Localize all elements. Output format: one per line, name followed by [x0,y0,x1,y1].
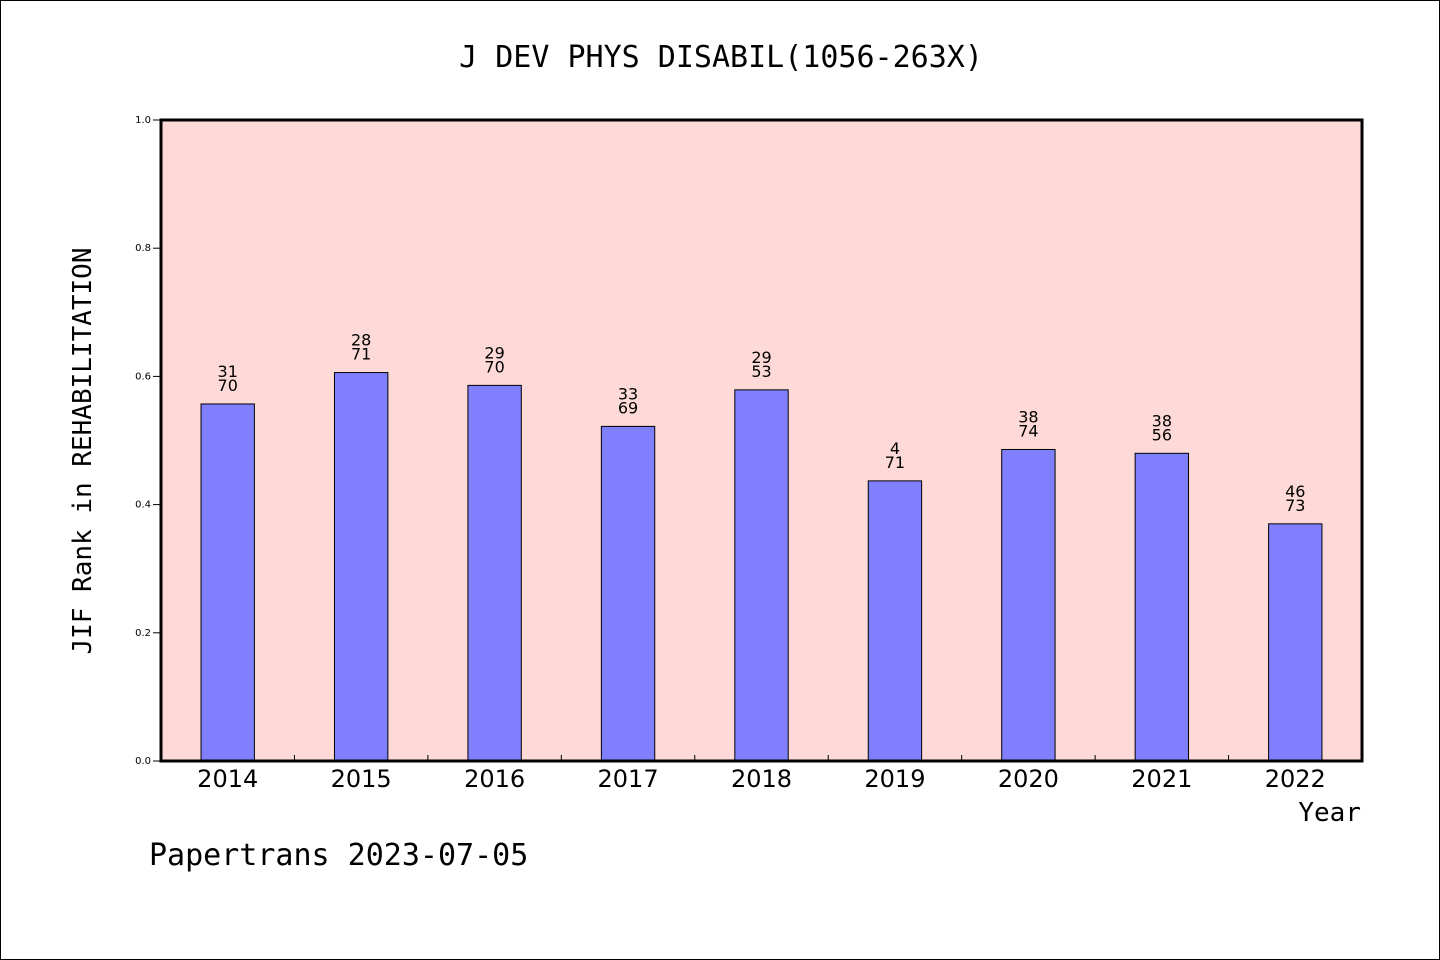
bar-label-total: 71 [351,345,371,364]
bar [467,384,522,762]
bar-label-total: 56 [1152,425,1172,444]
y-tick-label: 1.0 [135,115,151,126]
bar-label-rank: 38 [1152,411,1172,430]
bar [200,403,255,762]
bar [867,480,923,762]
bar-label-total: 71 [885,453,905,472]
x-axis: 2014 2015 2016 2017 2018 2019 2020 2021 2022 [197,755,1326,793]
x-tick-label: 2018 [731,765,792,793]
chart-title: J DEV PHYS DISABIL(1056-263X) [459,40,983,75]
bar [333,372,389,762]
y-tick-label: 0.4 [135,500,151,511]
y-tick-label: 0.2 [135,628,151,639]
y-axis-title: JIF Rank in REHABILITATION [68,248,98,655]
bar-label-rank: 38 [1018,407,1038,426]
bar [734,389,789,762]
bar-label-total: 70 [218,376,238,395]
bar-label-rank: 29 [751,348,771,367]
y-axis: 0.0 0.2 0.4 0.6 0.8 1.0 [135,115,161,767]
x-tick-label: 2016 [464,765,525,793]
bar [1268,523,1323,762]
bar-label-total: 74 [1018,421,1038,440]
x-tick-label: 2019 [864,765,925,793]
x-tick-label: 2015 [331,765,392,793]
x-tick-label: 2022 [1265,765,1326,793]
x-tick-label: 2020 [998,765,1059,793]
bar-label-total: 73 [1285,496,1305,515]
bar [600,425,656,762]
x-tick-label: 2017 [598,765,659,793]
bar-label-rank: 4 [890,439,900,458]
plot-border [159,118,1364,763]
x-tick-label: 2014 [197,765,258,793]
bar-label-rank: 29 [484,343,504,362]
bar-label-rank: 33 [618,384,638,403]
y-tick-label: 0.8 [135,243,151,254]
bar-label-total: 53 [751,362,771,381]
bar [1134,452,1190,762]
bar-label-rank: 46 [1285,482,1305,501]
x-tick-label: 2021 [1131,765,1192,793]
y-tick-label: 0.0 [135,756,151,767]
bars [200,372,1323,762]
bar [1001,448,1056,762]
y-tick-label: 0.6 [135,371,151,382]
bar-label-rank: 31 [218,362,238,381]
footer-credit: Papertrans 2023-07-05 [149,838,528,873]
x-axis-title: Year [1298,798,1361,828]
bar-label-rank: 28 [351,331,371,350]
bar-label-total: 69 [618,398,638,417]
bar-label-total: 70 [484,357,504,376]
